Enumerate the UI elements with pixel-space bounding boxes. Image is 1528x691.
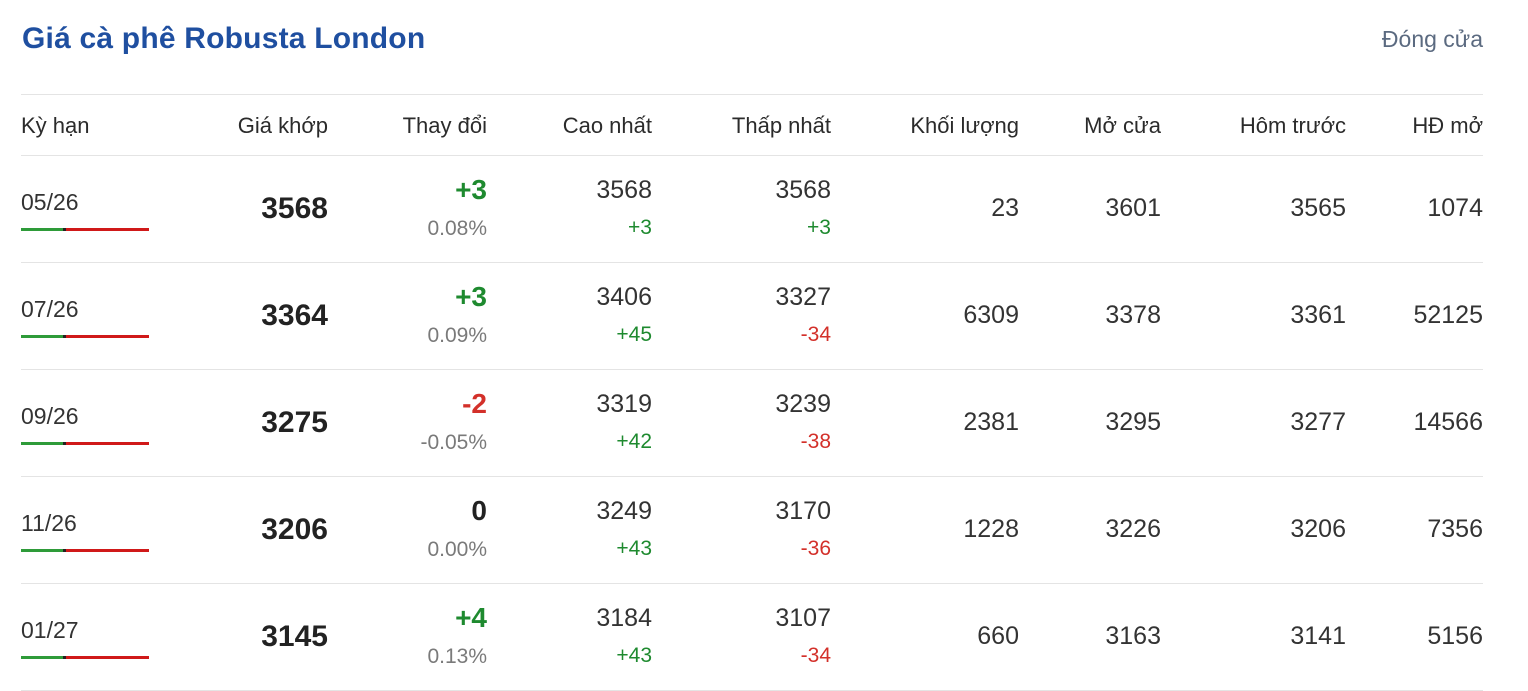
open-interest: 52125 <box>1413 301 1483 329</box>
header-low: Thấp nhất <box>731 113 831 138</box>
low-price: 3239 <box>775 390 831 418</box>
match-price: 3364 <box>261 299 328 332</box>
header-price: Giá khớp <box>237 113 328 138</box>
table-header: Kỳ hạn Giá khớp Thay đổi Cao nhất Thấp n… <box>21 95 1483 156</box>
low-price: 3107 <box>775 604 831 632</box>
low-delta: -38 <box>800 430 831 453</box>
table-row[interactable]: 01/27 3145 +4 0.13% 3184 +43 3107 -34 66… <box>21 584 1483 691</box>
previous-close: 3361 <box>1290 301 1346 329</box>
header-high: Cao nhất <box>562 113 652 138</box>
low-price: 3170 <box>775 497 831 525</box>
change-percent: 0.08% <box>427 217 487 240</box>
high-delta: +3 <box>628 216 652 239</box>
match-price: 3206 <box>261 513 328 546</box>
range-bar <box>21 549 149 552</box>
change-percent: -0.05% <box>420 431 487 454</box>
previous-close: 3141 <box>1290 622 1346 650</box>
change-percent: 0.00% <box>427 538 487 561</box>
low-delta: -36 <box>800 537 831 560</box>
term-label: 01/27 <box>21 617 79 643</box>
header-open: Mở cửa <box>1084 113 1161 138</box>
high-price: 3249 <box>596 497 652 525</box>
low-price: 3327 <box>775 283 831 311</box>
high-delta: +42 <box>616 430 652 453</box>
futures-table: Kỳ hạn Giá khớp Thay đổi Cao nhất Thấp n… <box>21 94 1483 691</box>
range-bar <box>21 228 149 231</box>
open-interest: 7356 <box>1427 515 1483 543</box>
open-price: 3378 <box>1105 301 1161 329</box>
table-row[interactable]: 05/26 3568 +3 0.08% 3568 +3 3568 +3 23 3… <box>21 156 1483 263</box>
volume: 660 <box>977 622 1019 650</box>
open-price: 3226 <box>1105 515 1161 543</box>
table-row[interactable]: 11/26 3206 0 0.00% 3249 +43 3170 -36 122… <box>21 477 1483 584</box>
open-interest: 5156 <box>1427 622 1483 650</box>
open-price: 3295 <box>1105 408 1161 436</box>
header-prev: Hôm trước <box>1239 113 1346 138</box>
volume: 23 <box>991 194 1019 222</box>
volume: 1228 <box>963 515 1019 543</box>
match-price: 3275 <box>261 406 328 439</box>
previous-close: 3277 <box>1290 408 1346 436</box>
header-term: Kỳ hạn <box>21 113 90 138</box>
high-price: 3568 <box>596 176 652 204</box>
term-label: 11/26 <box>21 510 77 536</box>
open-price: 3163 <box>1105 622 1161 650</box>
price-change: -2 <box>462 388 487 419</box>
market-status: Đóng cửa <box>1381 26 1483 52</box>
header-oi: HĐ mở <box>1412 113 1483 138</box>
high-delta: +43 <box>616 644 652 667</box>
price-change: 0 <box>471 495 487 526</box>
range-bar <box>21 442 149 445</box>
page-title: Giá cà phê Robusta London <box>22 22 426 55</box>
open-price: 3601 <box>1105 194 1161 222</box>
price-change: +3 <box>455 174 487 205</box>
price-change: +3 <box>455 281 487 312</box>
high-price: 3406 <box>596 283 652 311</box>
high-delta: +45 <box>616 323 652 346</box>
low-price: 3568 <box>775 176 831 204</box>
term-label: 05/26 <box>21 189 79 215</box>
low-delta: +3 <box>807 216 831 239</box>
low-delta: -34 <box>800 323 831 346</box>
price-change: +4 <box>455 602 487 633</box>
table-row[interactable]: 07/26 3364 +3 0.09% 3406 +45 3327 -34 63… <box>21 263 1483 370</box>
change-percent: 0.13% <box>427 645 487 668</box>
change-percent: 0.09% <box>427 324 487 347</box>
match-price: 3145 <box>261 620 328 653</box>
open-interest: 1074 <box>1427 194 1483 222</box>
volume: 2381 <box>963 408 1019 436</box>
volume: 6309 <box>963 301 1019 329</box>
range-bar <box>21 335 149 338</box>
open-interest: 14566 <box>1413 408 1483 436</box>
low-delta: -34 <box>800 644 831 667</box>
match-price: 3568 <box>261 192 328 225</box>
term-label: 07/26 <box>21 296 79 322</box>
previous-close: 3565 <box>1290 194 1346 222</box>
range-bar <box>21 656 149 659</box>
term-label: 09/26 <box>21 403 79 429</box>
table-row[interactable]: 09/26 3275 -2 -0.05% 3319 +42 3239 -38 2… <box>21 370 1483 477</box>
high-price: 3319 <box>596 390 652 418</box>
previous-close: 3206 <box>1290 515 1346 543</box>
header-change: Thay đổi <box>402 113 487 138</box>
high-price: 3184 <box>596 604 652 632</box>
high-delta: +43 <box>616 537 652 560</box>
header-volume: Khối lượng <box>910 113 1019 138</box>
